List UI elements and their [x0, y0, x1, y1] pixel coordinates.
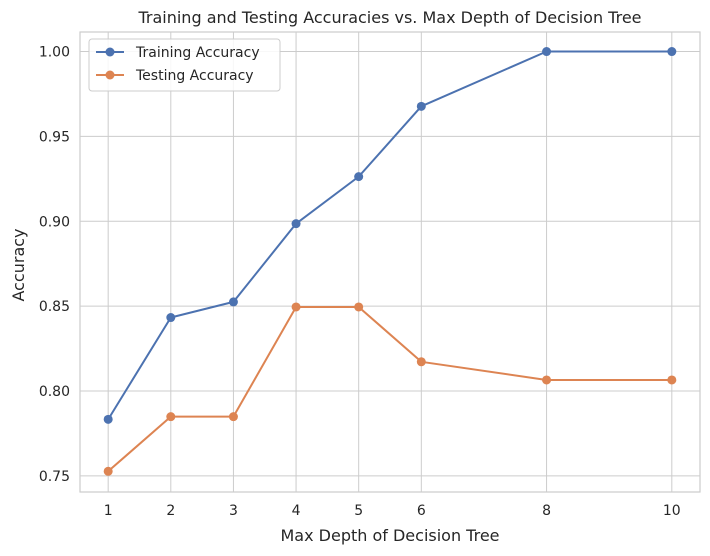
series-training-accuracy	[103, 47, 677, 424]
x-tick-label: 2	[166, 503, 175, 519]
x-axis-label: Max Depth of Decision Tree	[280, 526, 499, 545]
legend-training-accuracy-label: Training Accuracy	[135, 45, 260, 61]
x-tick-label: 8	[542, 503, 551, 519]
y-tick-label: 0.75	[39, 469, 70, 485]
testing-accuracy-point	[291, 302, 301, 312]
legend-testing-accuracy-marker	[105, 70, 115, 80]
testing-accuracy-point	[354, 302, 364, 312]
training-accuracy-point	[228, 297, 238, 307]
series-layer	[103, 47, 677, 476]
y-tick-label: 0.95	[39, 129, 70, 145]
x-tick-label: 5	[354, 503, 363, 519]
y-tick-label: 1.00	[39, 45, 70, 61]
training-accuracy-point	[291, 219, 301, 229]
training-accuracy-point	[166, 313, 176, 323]
x-tick-label: 1	[104, 503, 113, 519]
legend: Training Accuracy Testing Accuracy	[88, 38, 281, 92]
testing-accuracy-line	[107, 305, 672, 473]
testing-accuracy-point	[103, 466, 113, 476]
y-axis-label: Accuracy	[9, 228, 28, 301]
training-accuracy-point	[354, 172, 364, 182]
x-tick-label: 6	[417, 503, 426, 519]
x-tick-label: 3	[229, 503, 238, 519]
legend-testing-accuracy-label: Testing Accuracy	[135, 68, 254, 84]
training-accuracy-point	[416, 101, 426, 111]
series-testing-accuracy	[103, 302, 677, 476]
testing-accuracy-point	[542, 375, 552, 385]
x-tick-label: 10	[663, 503, 681, 519]
legend-box	[88, 38, 281, 92]
y-tick-label: 0.90	[39, 214, 70, 230]
plot-frame	[79, 31, 701, 493]
training-accuracy-line	[107, 50, 672, 420]
y-tick-label: 0.80	[39, 384, 70, 400]
grid-lines	[80, 32, 700, 492]
training-accuracy-point	[667, 47, 677, 57]
testing-accuracy-point	[228, 412, 238, 422]
testing-accuracy-point	[416, 357, 426, 367]
y-tick-label: 0.85	[39, 299, 70, 315]
chart-title: Training and Testing Accuracies vs. Max …	[137, 8, 641, 27]
testing-accuracy-point	[667, 375, 677, 385]
tick-labels: 1 2 3 4 5 6 8 10 0.75 0.80 0.85 0.90 0.95 1.00	[39, 45, 681, 519]
training-accuracy-point	[103, 414, 113, 424]
testing-accuracy-point	[166, 412, 176, 422]
x-tick-label: 4	[292, 503, 301, 519]
training-accuracy-point	[542, 47, 552, 57]
legend-training-accuracy-marker	[105, 47, 115, 57]
